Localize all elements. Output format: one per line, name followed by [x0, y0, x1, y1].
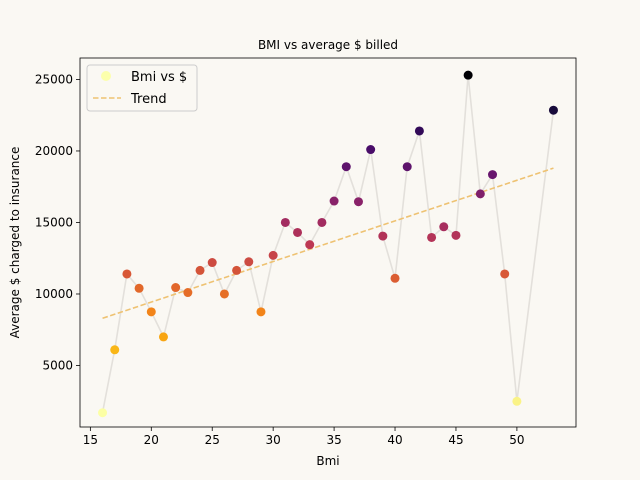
data-point [305, 240, 315, 250]
data-point [219, 289, 229, 299]
x-tick-label: 25 [205, 433, 220, 447]
x-tick-label: 50 [509, 433, 524, 447]
data-point [402, 162, 412, 172]
plot-frame [79, 57, 577, 428]
data-point [463, 70, 473, 80]
y-tick-label: 15000 [35, 215, 73, 229]
data-point [439, 222, 449, 232]
data-point [353, 197, 363, 207]
x-tick-label: 35 [326, 433, 341, 447]
data-point [232, 265, 242, 275]
legend-label-trend: Trend [130, 92, 167, 107]
data-point [207, 258, 217, 268]
connecting-line [101, 75, 555, 413]
data-point [146, 307, 156, 317]
x-tick-label: 15 [83, 433, 98, 447]
data-point [414, 126, 424, 136]
x-axis-label: Bmi [316, 454, 339, 468]
data-point [158, 332, 168, 342]
x-tick-label: 40 [387, 433, 402, 447]
data-point [317, 217, 327, 227]
legend: Bmi vs $ Trend [86, 64, 198, 112]
plot-area [80, 58, 576, 427]
data-point [98, 408, 108, 418]
data-point [341, 162, 351, 172]
y-tick-label: 5000 [42, 359, 73, 373]
legend-marker-scatter [101, 71, 111, 81]
x-tick-label: 30 [266, 433, 281, 447]
data-point [268, 250, 278, 260]
legend-box [86, 64, 198, 112]
data-point [329, 196, 339, 206]
legend-label-scatter: Bmi vs $ [131, 70, 187, 85]
data-point [110, 345, 120, 355]
y-tick-label: 25000 [35, 72, 73, 86]
y-axis-ticks: 5000 10000 15000 20000 25000 [35, 72, 80, 373]
data-point [134, 283, 144, 293]
data-point [548, 105, 558, 115]
x-tick-label: 45 [448, 433, 463, 447]
data-point [378, 231, 388, 241]
data-point [451, 230, 461, 240]
connecting-line-layer [101, 75, 555, 413]
data-point [256, 307, 266, 317]
scatter-points-layer [98, 70, 558, 418]
data-point [280, 217, 290, 227]
data-point [183, 288, 193, 298]
chart-title: BMI vs average $ billed [258, 38, 398, 52]
data-point [366, 145, 376, 155]
data-point [488, 170, 498, 180]
data-point [500, 269, 510, 279]
y-axis-label: Average $ charged to insurance [8, 147, 22, 339]
data-point [293, 227, 303, 237]
data-point [171, 283, 181, 293]
data-point [244, 257, 254, 267]
data-point [427, 232, 437, 242]
data-point [475, 189, 485, 199]
x-tick-label: 20 [144, 433, 159, 447]
data-point [195, 265, 205, 275]
y-tick-label: 20000 [35, 144, 73, 158]
data-point [122, 269, 132, 279]
data-point [512, 396, 522, 406]
y-tick-label: 10000 [35, 287, 73, 301]
data-point [390, 273, 400, 283]
x-axis-ticks: 15 20 25 30 35 40 45 50 [83, 427, 525, 447]
